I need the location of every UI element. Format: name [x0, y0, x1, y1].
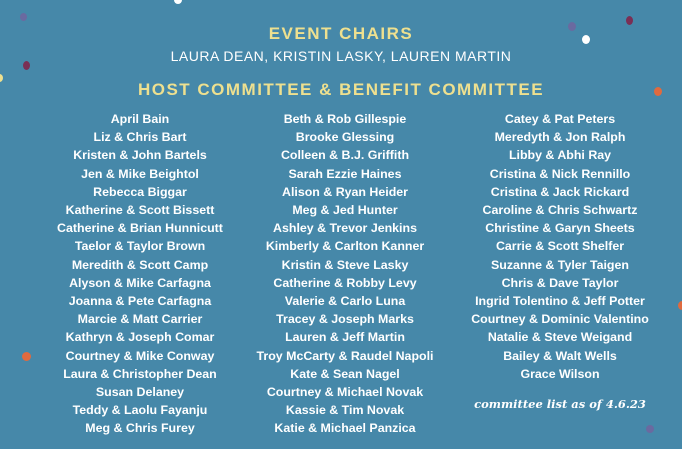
committee-member: Joanna & Pete Carfagna	[68, 294, 212, 309]
committee-column-2: Beth & Rob Gillespie Brooke Glessing Colle…	[245, 110, 445, 438]
committee-member: Kassie & Tim Novak	[285, 403, 405, 418]
committee-member: Valerie & Carlo Luna	[284, 294, 406, 309]
committee-member: Kimberly & Carlton Kanner	[265, 239, 425, 254]
confetti-dot	[654, 87, 662, 96]
committee-member: Cristina & Jack Rickard	[490, 184, 630, 199]
confetti-dot	[678, 301, 682, 310]
confetti-dot	[568, 22, 576, 31]
committee-list-date-note: committee list as of 4.6.23	[474, 397, 646, 411]
committee-member: Laura & Christopher Dean	[63, 366, 217, 381]
committee-member: Ashley & Trevor Jenkins	[273, 221, 417, 236]
committee-member: Marcie & Matt Carrier	[77, 312, 203, 327]
committee-member: Libby & Abhi Ray	[508, 148, 612, 163]
committee-member: Ingrid Tolentino & Jeff Potter	[475, 294, 645, 309]
confetti-dot	[626, 16, 633, 25]
committee-member: Courtney & Dominic Valentino	[471, 312, 649, 327]
committee-member: Cristina & Nick Rennillo	[489, 166, 631, 181]
committee-member: Catey & Pat Peters	[504, 112, 616, 126]
committee-member: Liz & Chris Bart	[93, 130, 187, 145]
event-chairs-heading: EVENT CHAIRS	[268, 24, 414, 43]
committee-member: Katie & Michael Panzica	[274, 421, 416, 436]
committee-member: Bailey & Walt Wells	[503, 348, 617, 363]
committee-member: Taelor & Taylor Brown	[74, 239, 206, 254]
committee-member: Chris & Dave Taylor	[501, 275, 619, 290]
committee-member: Carrie & Scott Shelfer	[495, 239, 625, 254]
committee-member: Meg & Chris Furey	[85, 421, 195, 436]
committee-member: Susan Delaney	[95, 385, 185, 400]
committee-member: Troy McCarty & Raudel Napoli	[256, 348, 434, 363]
confetti-dot	[22, 352, 31, 361]
committee-member: Courtney & Mike Conway	[65, 348, 215, 363]
committee-column-3: Catey & Pat Peters Meredyth & Jon Ralph Li…	[450, 110, 670, 383]
committee-member: Colleen & B.J. Griffith	[280, 148, 410, 163]
confetti-dot	[582, 35, 590, 44]
confetti-dot	[0, 74, 3, 82]
committee-member: Catherine & Robby Levy	[273, 275, 417, 290]
committee-member: Courtney & Michael Novak	[266, 385, 424, 400]
confetti-dot	[646, 425, 654, 433]
committee-member: Natalie & Steve Weigand	[487, 330, 633, 345]
committee-member: Meredyth & Jon Ralph	[494, 130, 626, 145]
confetti-dot	[20, 13, 27, 21]
committee-member: Kathryn & Joseph Comar	[65, 330, 215, 345]
committee-member: Brooke Glessing	[295, 130, 395, 145]
committee-member: Beth & Rob Gillespie	[283, 112, 407, 126]
committee-member: Jen & Mike Beightol	[81, 166, 199, 181]
committee-member: Lauren & Jeff Martin	[285, 330, 405, 345]
event-chairs-names: LAURA DEAN, KRISTIN LASKY, LAUREN MARTIN	[170, 48, 512, 64]
committee-member: Christine & Garyn Sheets	[485, 221, 635, 236]
committee-member: Sarah Ezzie Haines	[288, 166, 402, 181]
committee-member: Alison & Ryan Heider	[282, 184, 408, 199]
committee-member: Rebecca Biggar	[93, 184, 187, 199]
committee-member: Kristin & Steve Lasky	[281, 257, 409, 272]
committee-member: Katherine & Scott Bissett	[65, 203, 215, 218]
committee-member: Catherine & Brian Hunnicutt	[57, 221, 223, 236]
committee-member: Caroline & Chris Schwartz	[482, 203, 638, 218]
committee-column-1: April Bain Liz & Chris Bart Kristen & John…	[40, 110, 240, 438]
committee-member: Suzanne & Tyler Taigen	[491, 257, 629, 272]
confetti-dot	[23, 61, 30, 70]
committee-member: April Bain	[110, 112, 170, 126]
committee-member: Tracey & Joseph Marks	[276, 312, 414, 327]
committee-member: Teddy & Laolu Fayanju	[72, 403, 208, 418]
committee-member: Meredith & Scott Camp	[71, 257, 209, 272]
committee-member: Grace Wilson	[520, 366, 600, 381]
committee-member: Alyson & Mike Carfagna	[69, 275, 211, 290]
committee-member: Kristen & John Bartels	[73, 148, 207, 163]
confetti-dot	[174, 0, 182, 4]
committee-member: Kate & Sean Nagel	[290, 366, 400, 381]
committee-member: Meg & Jed Hunter	[292, 203, 398, 218]
committee-heading: HOST COMMITTEE & BENEFIT COMMITTEE	[137, 80, 545, 99]
